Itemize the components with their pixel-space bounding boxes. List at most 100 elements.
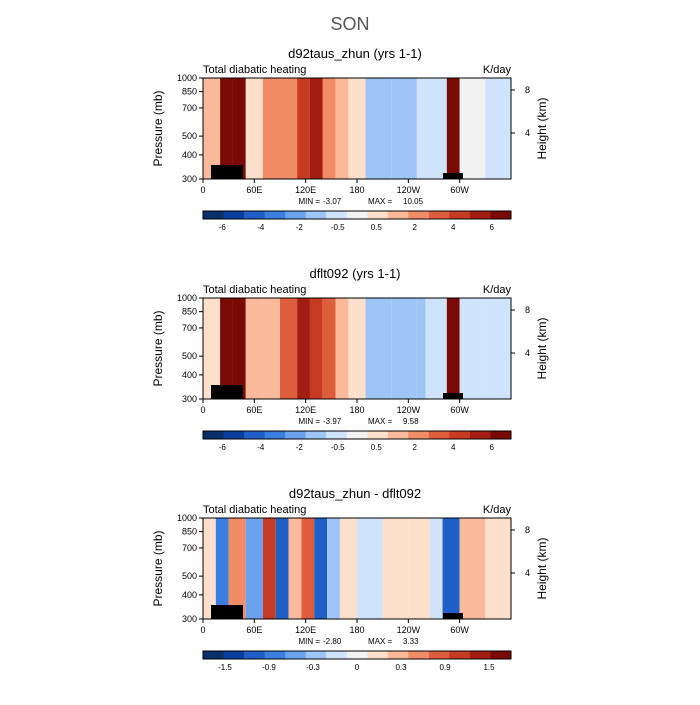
y-tick-label: 500	[182, 351, 197, 361]
heat-cell	[509, 298, 511, 399]
chart-panel-2: dflt092 (yrs 1-1)Total diabatic heating K…	[151, 266, 549, 452]
colorbar-label: 2	[413, 223, 418, 232]
colorbar-swatch	[244, 211, 266, 219]
colorbar-label: 0.3	[395, 663, 407, 672]
heat-cell	[339, 518, 357, 619]
heat-cell	[297, 78, 310, 179]
heat-cell	[203, 518, 216, 619]
heat-cell	[509, 78, 511, 179]
heat-cell	[459, 298, 486, 399]
y-tick-label: 1000	[177, 513, 197, 523]
heat-cell	[203, 298, 221, 399]
colorbar-swatch	[244, 431, 266, 439]
y-tick-label: 400	[182, 370, 197, 380]
heat-cell	[220, 78, 233, 179]
x-tick-label: 180	[349, 625, 364, 635]
colorbar-label: 0.9	[439, 663, 451, 672]
panel-left-label: Total diabatic heating	[203, 64, 306, 76]
panel-left-label: Total diabatic heating	[203, 284, 306, 296]
heat-cell	[509, 518, 511, 619]
panels: d92taus_zhun (yrs 1-1) Total diabatic hea…	[151, 46, 549, 672]
heat-cell	[485, 298, 510, 399]
y-tick-label: 500	[182, 571, 197, 581]
colorbar-swatch	[490, 211, 512, 219]
colorbar-swatch	[490, 651, 512, 659]
x-tick-label: 120W	[397, 185, 421, 195]
topography-mask	[211, 165, 243, 179]
colorbar-swatch	[346, 431, 368, 439]
colorbar-swatch	[367, 651, 389, 659]
heat-cell	[314, 518, 328, 619]
heat-cell	[232, 298, 246, 399]
colorbar-swatch	[346, 211, 368, 219]
y-right-axis-label: Height (km)	[535, 537, 549, 599]
colorbar-label: -2	[296, 223, 304, 232]
min-value: -2.80	[323, 637, 342, 646]
y-tick-label: 700	[182, 323, 197, 333]
y-right-tick-label: 4	[525, 128, 530, 138]
y-tick-label: 700	[182, 103, 197, 113]
heat-cell	[348, 298, 366, 399]
figure-title: SON	[330, 14, 369, 34]
heat-cell	[280, 78, 298, 179]
colorbar-swatch	[326, 431, 348, 439]
y-tick-label: 400	[182, 590, 197, 600]
y-tick-label: 850	[182, 527, 197, 537]
colorbar-swatch	[264, 211, 286, 219]
heat-cell	[429, 518, 443, 619]
heat-cell	[357, 518, 383, 619]
panel-right-label: K/day	[483, 64, 512, 76]
y-right-tick-label: 8	[525, 525, 530, 535]
heat-cell	[442, 518, 460, 619]
colorbar-label: -2	[296, 443, 304, 452]
colorbar-label: 0.5	[371, 443, 383, 452]
colorbar-swatch	[203, 431, 225, 439]
colorbar-swatch	[490, 431, 512, 439]
colorbar-swatch	[449, 211, 471, 219]
heat-cell	[446, 298, 460, 399]
min-label: MIN =	[298, 637, 320, 646]
colorbar-label: -0.5	[331, 223, 345, 232]
heat-cell	[275, 518, 289, 619]
heat-cell	[232, 78, 246, 179]
colorbar-swatch	[387, 431, 409, 439]
colorbar-swatch	[346, 651, 368, 659]
x-tick-label: 60E	[246, 405, 262, 415]
y-tick-label: 850	[182, 87, 197, 97]
colorbar-swatch	[469, 431, 491, 439]
min-value: -3.97	[323, 417, 342, 426]
colorbar-swatch	[244, 651, 266, 659]
x-tick-label: 120W	[397, 625, 421, 635]
colorbar-label: 2	[413, 443, 418, 452]
y-tick-label: 850	[182, 307, 197, 317]
colorbar-swatch	[387, 651, 409, 659]
y-axis-label: Pressure (mb)	[151, 530, 165, 606]
heat-cell	[280, 298, 298, 399]
colorbar-swatch	[223, 211, 245, 219]
max-label: MAX =	[368, 197, 393, 206]
panel-right-label: K/day	[483, 504, 512, 516]
y-right-axis-label: Height (km)	[535, 97, 549, 159]
topography-mask	[443, 173, 463, 179]
panel-title: d92taus_zhun (yrs 1-1)	[288, 46, 422, 61]
colorbar-swatch	[408, 211, 430, 219]
colorbar-swatch	[326, 211, 348, 219]
heat-cell	[301, 518, 315, 619]
y-tick-label: 500	[182, 131, 197, 141]
colorbar-swatch	[387, 211, 409, 219]
heat-cell	[416, 298, 426, 399]
heat-cell	[322, 298, 336, 399]
colorbar-label: 4	[451, 443, 456, 452]
x-tick-label: 180	[349, 185, 364, 195]
heat-cell	[322, 78, 336, 179]
colorbar-swatch	[469, 211, 491, 219]
heat-cell	[203, 78, 221, 179]
x-tick-label: 60E	[246, 185, 262, 195]
topography-mask	[211, 605, 243, 619]
heat-cell	[408, 518, 430, 619]
heat-cell	[220, 298, 233, 399]
topography-mask	[443, 613, 463, 619]
x-tick-label: 60E	[246, 625, 262, 635]
